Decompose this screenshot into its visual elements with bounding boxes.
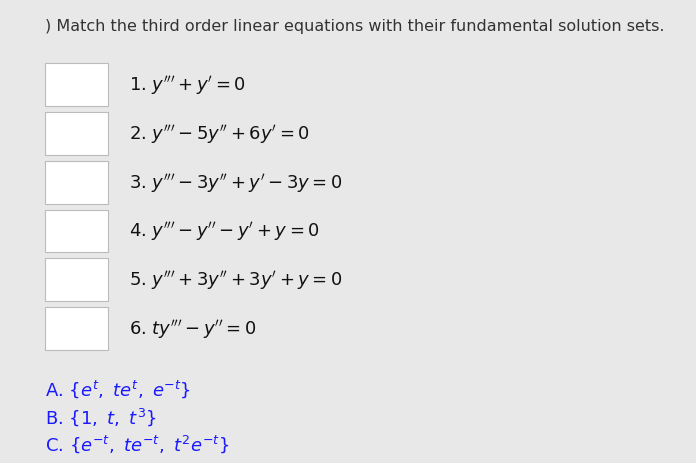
FancyBboxPatch shape (45, 64, 108, 107)
Text: 1. $y^{\prime\prime\prime} + y^{\prime} = 0$: 1. $y^{\prime\prime\prime} + y^{\prime} … (129, 74, 246, 97)
Text: 4. $y^{\prime\prime\prime} - y^{\prime\prime} - y^{\prime} + y = 0$: 4. $y^{\prime\prime\prime} - y^{\prime\p… (129, 220, 319, 243)
Text: 3. $y^{\prime\prime\prime} - 3y^{\prime\prime} + y^{\prime} - 3y = 0$: 3. $y^{\prime\prime\prime} - 3y^{\prime\… (129, 171, 342, 194)
Text: A. $\{e^t,\ te^t,\ e^{-t}\}$: A. $\{e^t,\ te^t,\ e^{-t}\}$ (45, 377, 191, 399)
Text: 2. $y^{\prime\prime\prime} - 5y^{\prime\prime} + 6y^{\prime} = 0$: 2. $y^{\prime\prime\prime} - 5y^{\prime\… (129, 123, 310, 146)
Text: C. $\{e^{-t},\ te^{-t},\ t^2e^{-t}\}$: C. $\{e^{-t},\ te^{-t},\ t^2e^{-t}\}$ (45, 433, 230, 455)
Text: 6. $ty^{\prime\prime\prime} - y^{\prime\prime} = 0$: 6. $ty^{\prime\prime\prime} - y^{\prime\… (129, 317, 256, 340)
Text: 5. $y^{\prime\prime\prime} + 3y^{\prime\prime} + 3y^{\prime} + y = 0$: 5. $y^{\prime\prime\prime} + 3y^{\prime\… (129, 269, 342, 292)
Text: ) Match the third order linear equations with their fundamental solution sets.: ) Match the third order linear equations… (45, 19, 665, 33)
Text: B. $\{1,\ t,\ t^3\}$: B. $\{1,\ t,\ t^3\}$ (45, 405, 157, 427)
FancyBboxPatch shape (45, 210, 108, 253)
FancyBboxPatch shape (45, 259, 108, 301)
FancyBboxPatch shape (45, 307, 108, 350)
Text: D. $\{1,\ \cos(t),\ \sin(t)\}$: D. $\{1,\ \cos(t),\ \sin(t)\}$ (45, 461, 233, 463)
FancyBboxPatch shape (45, 113, 108, 156)
FancyBboxPatch shape (45, 162, 108, 204)
